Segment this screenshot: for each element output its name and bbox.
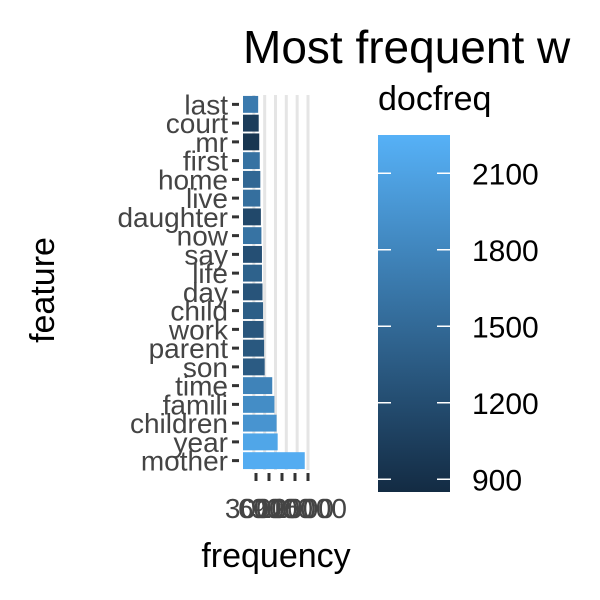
y-axis-label: feature	[24, 237, 62, 343]
y-tick-label: first	[183, 146, 228, 177]
y-tick-label: home	[158, 164, 228, 195]
y-tick-label: year	[174, 427, 228, 458]
bar-time	[243, 377, 273, 395]
y-tick-label: famili	[163, 389, 228, 420]
bar-last	[243, 95, 259, 113]
x-tick-label: 6000	[238, 493, 300, 524]
y-tick-label: now	[177, 221, 229, 252]
legend-tick-label: 1200	[472, 388, 539, 421]
bar-live	[243, 189, 261, 207]
y-tick-label: say	[184, 239, 228, 270]
y-tick-label: work	[168, 314, 229, 345]
y-tick-label: children	[130, 408, 228, 439]
bar-year	[243, 433, 278, 451]
y-tick-label: son	[183, 352, 228, 383]
colorbar	[378, 135, 450, 492]
bar-first	[243, 152, 260, 170]
bar-son	[243, 358, 265, 376]
bar-daughter	[243, 208, 261, 226]
legend-tick-label: 1500	[472, 311, 539, 344]
legend-tick-label: 1800	[472, 235, 539, 268]
y-tick-label: live	[186, 183, 228, 214]
chart-title: Most frequent w	[243, 21, 571, 73]
x-tick-label: 9000	[251, 493, 313, 524]
bar-mr	[243, 133, 260, 151]
plot-area: motheryearchildrenfamilitimesonparentwor…	[117, 89, 346, 524]
bar-day	[243, 283, 263, 301]
bar-life	[243, 264, 262, 282]
y-tick-label: life	[192, 258, 228, 289]
x-tick-label: 12000	[256, 493, 334, 524]
y-tick-label: daughter	[117, 202, 228, 233]
y-tick-label: mr	[195, 127, 228, 158]
legend-title: docfreq	[378, 80, 491, 118]
y-tick-label: parent	[149, 333, 229, 364]
x-tick-label: 15000	[269, 493, 347, 524]
bar-court	[243, 114, 259, 132]
legend-tick-label: 2100	[472, 158, 539, 191]
y-tick-label: day	[183, 277, 228, 308]
bar-children	[243, 414, 277, 432]
x-axis-label: frequency	[201, 537, 350, 575]
y-tick-label: time	[175, 371, 228, 402]
y-tick-label: last	[184, 89, 228, 120]
bar-child	[243, 302, 264, 320]
bar-parent	[243, 339, 265, 357]
bar-now	[243, 227, 262, 245]
y-tick-label: child	[170, 296, 228, 327]
colorbar-legend: 900 1200 1500 1800 2100	[378, 135, 539, 497]
bar-mother	[243, 452, 305, 470]
bar-famili	[243, 395, 275, 413]
bar-work	[243, 320, 264, 338]
bar-home	[243, 170, 261, 188]
bar-say	[243, 245, 262, 263]
y-tick-label: court	[166, 108, 228, 139]
y-tick-label: mother	[141, 446, 228, 477]
legend-tick-label: 900	[472, 464, 522, 497]
x-tick-label: 3000	[225, 493, 287, 524]
